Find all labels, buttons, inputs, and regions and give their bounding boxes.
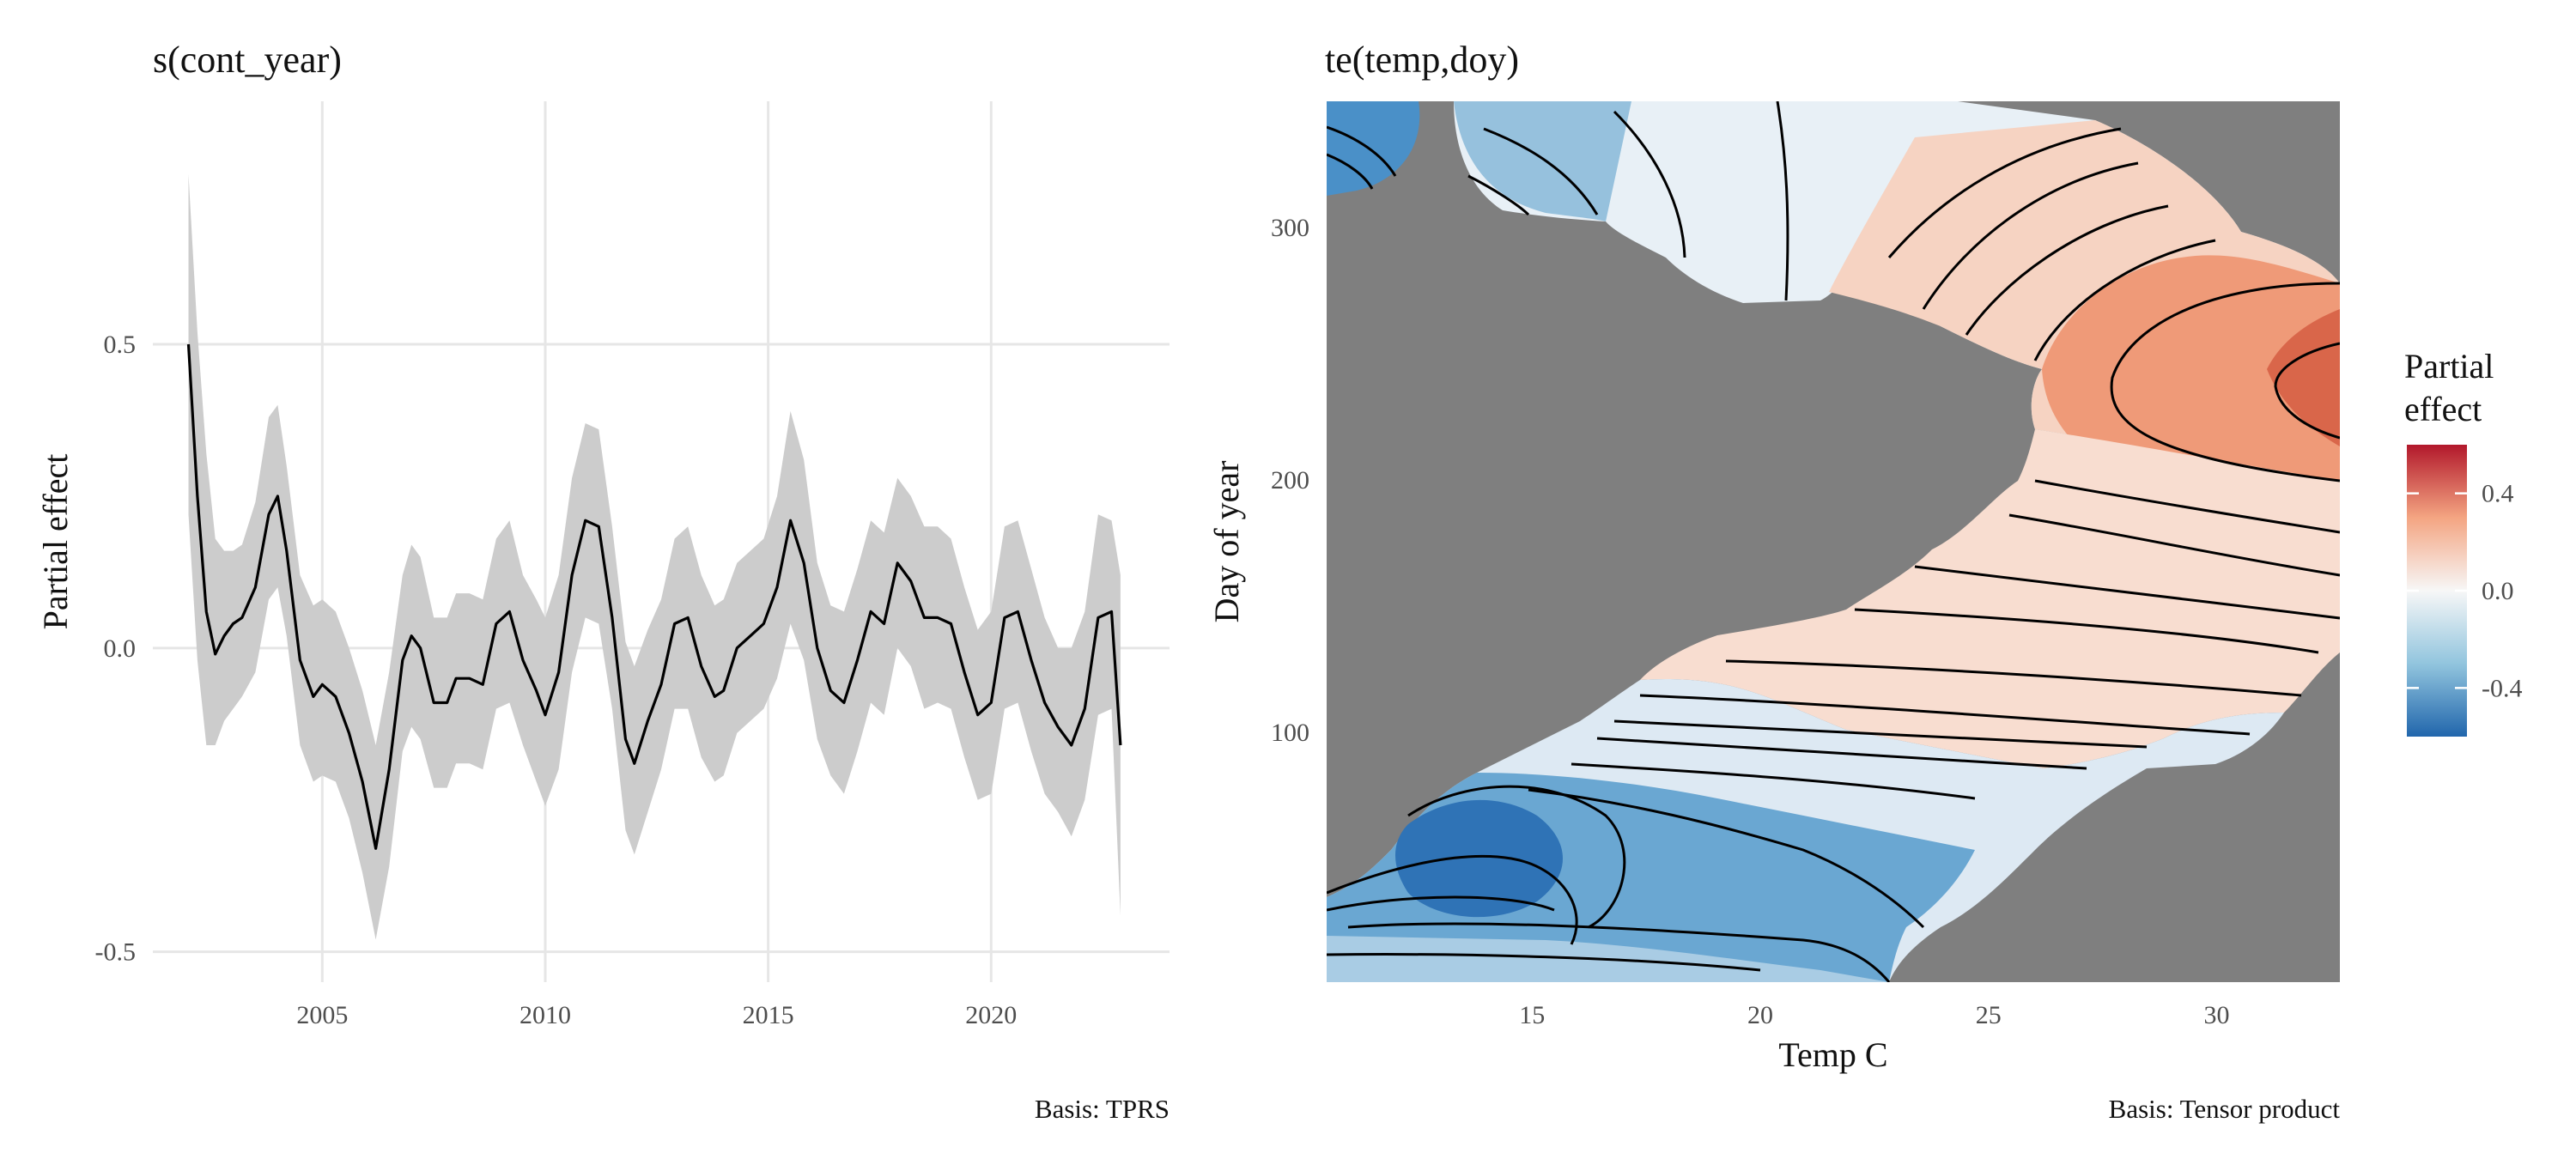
legend-ticks: 0.4 0.0 -0.4	[2407, 480, 2523, 702]
contour-lines	[1327, 101, 2340, 982]
y-tick-label: 0.0	[104, 634, 137, 663]
y-tick-label: 100	[1271, 719, 1309, 747]
contour-line	[1922, 161, 2139, 310]
legend-tick-label: 0.4	[2482, 480, 2514, 508]
contour-line	[1613, 110, 1686, 258]
data-region-hottest	[2267, 309, 2340, 446]
left-x-ticks: 2005 2010 2015 2020	[296, 1001, 1017, 1029]
right-y-ticks: 100 200 300	[1271, 214, 1309, 747]
x-tick-label: 25	[1976, 1001, 2002, 1029]
legend-title-line1: Partial	[2404, 347, 2494, 385]
contour-line	[1914, 565, 2340, 620]
smooth-panel: s(cont_year) 2005 2010 2015 2020 -0.5 0.0 0.5…	[36, 39, 1170, 1124]
smooth-ylabel: Partial effect	[36, 454, 75, 630]
y-tick-label: 200	[1271, 466, 1309, 495]
legend-tick-label: 0.0	[2482, 577, 2514, 605]
tensor-panel: te(temp,doy)	[1207, 39, 2523, 1124]
legend-tick-label: -0.4	[2482, 674, 2523, 702]
tensor-xlabel: Temp C	[1778, 1035, 1887, 1074]
contour-line	[1725, 659, 2302, 697]
contour-line	[1965, 204, 2169, 336]
x-tick-label: 2005	[296, 1001, 348, 1029]
contour-line	[1327, 125, 1397, 177]
contour-line	[1776, 101, 1789, 301]
legend: Partial effect 0.4 0.0 -0.4	[2404, 347, 2523, 737]
contour-line	[2034, 479, 2340, 534]
confidence-band	[188, 173, 1121, 940]
heatmap-area	[1327, 101, 2340, 982]
contour-line	[1887, 127, 2122, 258]
x-tick-label: 2020	[965, 1001, 1017, 1029]
data-region-top-left	[1327, 101, 1420, 196]
contour-line	[1327, 953, 1761, 972]
smooth-line	[186, 343, 1122, 850]
contour-line	[1347, 922, 1891, 982]
contour-line	[1327, 854, 1578, 945]
contour-line	[1528, 788, 1925, 929]
tensor-title: te(temp,doy)	[1325, 39, 1519, 81]
data-region-coldest	[1395, 799, 1563, 918]
data-region-top-blue	[1454, 101, 1631, 221]
contour-line	[2033, 239, 2216, 361]
contour-line	[1327, 895, 1555, 912]
x-tick-label: 30	[2203, 1001, 2229, 1029]
y-tick-label: 300	[1271, 214, 1309, 242]
contour-line	[1854, 608, 2319, 654]
x-tick-label: 20	[1747, 1001, 1773, 1029]
right-x-ticks: 15 20 25 30	[1519, 1001, 2229, 1029]
tensor-ylabel: Day of year	[1207, 461, 1246, 623]
data-region-hot	[2042, 255, 2340, 481]
contour-line	[2008, 513, 2340, 577]
legend-title-line2: effect	[2404, 390, 2482, 428]
contour-line	[1596, 737, 2087, 770]
contour-line	[2274, 342, 2340, 440]
contour-line	[1639, 694, 2251, 736]
y-tick-label: -0.5	[95, 938, 137, 967]
tensor-caption: Basis: Tensor product	[2109, 1094, 2341, 1124]
smooth-title: s(cont_year)	[153, 39, 342, 81]
contour-line	[1327, 153, 1374, 190]
x-tick-label: 2010	[519, 1001, 571, 1029]
contour-line	[1571, 762, 1976, 800]
x-tick-label: 2015	[743, 1001, 794, 1029]
contour-line	[1467, 174, 1530, 216]
contour-line	[1613, 719, 2148, 749]
left-y-ticks: -0.5 0.0 0.5	[95, 331, 137, 967]
contour-line	[2110, 282, 2340, 482]
y-tick-label: 0.5	[104, 331, 137, 359]
contour-line	[1407, 785, 1626, 929]
contour-line	[1483, 127, 1599, 215]
x-tick-label: 15	[1519, 1001, 1545, 1029]
smooth-caption: Basis: TPRS	[1035, 1094, 1170, 1124]
